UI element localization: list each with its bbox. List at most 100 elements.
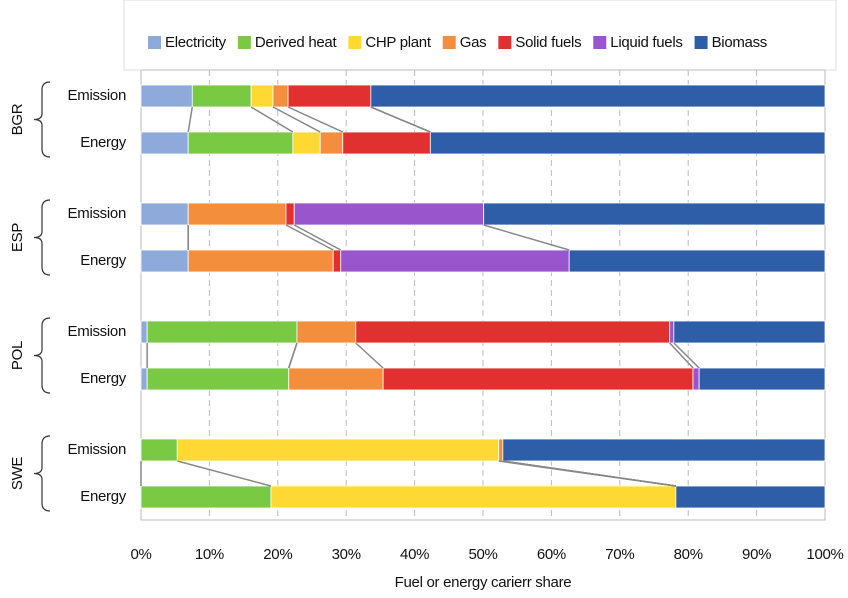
- bar-segment: [140, 485, 272, 509]
- bar-segment: [429, 131, 826, 155]
- bar-segment: [270, 485, 677, 509]
- bar-segment: [146, 320, 298, 344]
- connector: [502, 460, 676, 487]
- group-label: SWE: [9, 457, 26, 491]
- x-tick-label: 0%: [130, 546, 151, 563]
- bar-segment: [140, 367, 148, 391]
- x-tick-label: 90%: [742, 546, 771, 563]
- bar-segment: [140, 84, 193, 108]
- connector: [669, 342, 694, 369]
- group-label: ESP: [9, 223, 26, 252]
- bar-segment: [140, 320, 148, 344]
- bar-segment: [272, 84, 289, 108]
- group-brace: [33, 317, 51, 394]
- group-brace: [33, 435, 51, 512]
- x-tick-label: 80%: [674, 546, 703, 563]
- x-tick-label: 30%: [332, 546, 361, 563]
- legend-swatch: [593, 36, 607, 49]
- legend-label: Electricity: [165, 34, 227, 51]
- x-tick-label: 70%: [605, 546, 634, 563]
- group-label: POL: [9, 341, 26, 370]
- bar-segment: [187, 202, 287, 226]
- bar-segment: [568, 249, 826, 273]
- bar-segment: [191, 84, 252, 108]
- bar-segment: [502, 438, 826, 462]
- legend-swatch: [148, 36, 161, 49]
- bar-segment: [340, 249, 570, 273]
- legend-swatch: [348, 36, 362, 49]
- bar-segment: [692, 367, 700, 391]
- legend-label: Liquid fuels: [610, 34, 682, 51]
- group-label: BGR: [9, 103, 26, 135]
- group-brace: [33, 199, 51, 276]
- bar-segment: [293, 202, 485, 226]
- bar-segment: [669, 320, 675, 344]
- bar-segment: [296, 320, 357, 344]
- legend-label: Solid fuels: [515, 34, 581, 51]
- connector: [293, 224, 342, 251]
- x-tick-label: 20%: [263, 546, 292, 563]
- legend-label: CHP plant: [365, 34, 432, 51]
- connector: [177, 460, 272, 487]
- y-tick-label: Energy: [80, 252, 127, 269]
- bar-segment: [287, 84, 372, 108]
- legend-swatch: [237, 36, 251, 49]
- bar-segment: [187, 131, 294, 155]
- bar-segment: [673, 320, 826, 344]
- x-axis-title: Fuel or energy carierr share: [395, 574, 572, 591]
- y-tick-label: Emission: [68, 441, 126, 458]
- connector: [288, 342, 298, 369]
- bar-segment: [140, 438, 178, 462]
- bar-segment: [292, 131, 321, 155]
- x-tick-label: 60%: [537, 546, 566, 563]
- bar-segment: [498, 438, 504, 462]
- legend-swatch: [694, 36, 708, 49]
- legend-box: [123, 0, 837, 71]
- bar-segment: [250, 84, 274, 108]
- y-tick-label: Emission: [68, 323, 126, 340]
- connector: [285, 224, 334, 251]
- y-tick-label: Emission: [68, 205, 126, 222]
- bar-segment: [370, 84, 826, 108]
- connector: [287, 106, 344, 133]
- legend-swatch: [442, 36, 456, 49]
- connector: [187, 106, 194, 133]
- x-tick-label: 10%: [195, 546, 224, 563]
- bar-segment: [382, 367, 694, 391]
- bar-segment: [675, 485, 826, 509]
- bar-segment: [140, 131, 189, 155]
- connector: [272, 106, 321, 133]
- bar-segment: [355, 320, 671, 344]
- connector: [673, 342, 700, 369]
- connector: [370, 106, 431, 133]
- legend-label: Gas: [460, 34, 487, 51]
- bar-segment: [176, 438, 500, 462]
- legend-label: Biomass: [712, 34, 767, 51]
- x-tick-label: 100%: [806, 546, 843, 563]
- bar-segment: [146, 367, 290, 391]
- legend-label: Derived heat: [255, 34, 338, 51]
- bar-segment: [187, 249, 334, 273]
- x-tick-label: 40%: [400, 546, 429, 563]
- legend-swatch: [498, 36, 512, 49]
- y-tick-label: Energy: [80, 370, 127, 387]
- bar-segment: [698, 367, 826, 391]
- bar-segment: [140, 249, 189, 273]
- y-tick-label: Energy: [80, 488, 127, 505]
- group-brace: [33, 81, 51, 158]
- bar-segment: [140, 202, 189, 226]
- y-tick-label: Energy: [80, 134, 127, 151]
- bar-segment: [285, 202, 295, 226]
- bar-segment: [319, 131, 344, 155]
- bar-segment: [483, 202, 826, 226]
- y-tick-label: Emission: [68, 87, 126, 104]
- bar-segment: [342, 131, 431, 155]
- bar-segment: [332, 249, 342, 273]
- x-tick-label: 50%: [468, 546, 497, 563]
- connector: [355, 342, 384, 369]
- connector: [250, 106, 294, 133]
- bar-segment: [288, 367, 384, 391]
- connector: [483, 224, 570, 251]
